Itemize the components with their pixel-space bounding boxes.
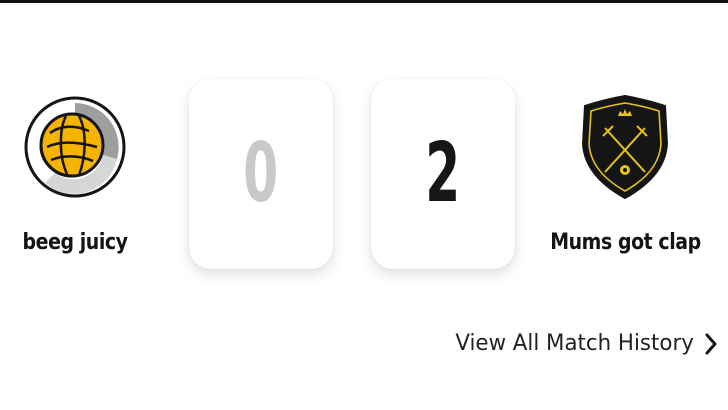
top-divider — [0, 0, 728, 3]
view-match-history-link[interactable]: View All Match History — [448, 331, 718, 356]
view-match-history-label: View All Match History — [455, 331, 694, 356]
away-crest-graphic — [581, 94, 669, 200]
football-crest-icon — [22, 94, 128, 200]
home-crest-graphic — [24, 96, 126, 198]
chevron-right-icon — [704, 332, 718, 356]
away-team-name: Mums got clap — [549, 230, 701, 255]
home-team-name: beeg juicy — [22, 230, 128, 255]
home-score-card: 0 — [189, 79, 333, 269]
home-team[interactable]: beeg juicy — [0, 94, 150, 255]
crossed-swords-shield-icon — [572, 94, 678, 200]
away-team[interactable]: Mums got clap — [545, 94, 705, 255]
away-score-card: 2 — [371, 79, 515, 269]
away-score: 2 — [425, 126, 461, 221]
home-score: 0 — [243, 126, 279, 221]
